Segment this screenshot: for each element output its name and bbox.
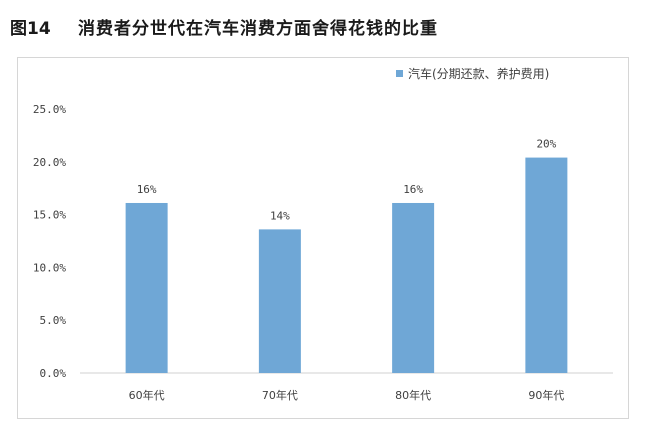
data-label: 14% [270,209,290,222]
bar [525,157,568,373]
data-label: 20% [536,138,556,151]
y-tick-label: 15.0% [33,209,66,222]
data-label: 16% [403,183,423,196]
figure-label: 图14 [10,19,51,39]
bar [392,202,435,373]
x-tick-label: 70年代 [262,388,298,402]
y-tick-label: 25.0% [33,103,66,116]
chart-frame [17,57,629,419]
legend-label: 汽车(分期还款、养护费用) [408,66,549,81]
bar [125,202,168,373]
legend-swatch [396,70,403,77]
x-tick-label: 60年代 [129,388,165,402]
data-label: 16% [137,183,157,196]
y-tick-label: 0.0% [40,367,67,380]
y-tick-label: 5.0% [40,314,67,327]
chart-title: 消费者分世代在汽车消费方面舍得花钱的比重 [78,19,438,39]
y-tick-label: 10.0% [33,261,66,274]
x-tick-label: 90年代 [528,388,564,402]
y-tick-label: 20.0% [33,156,66,169]
bar [258,229,301,373]
x-tick-label: 80年代 [395,388,431,402]
